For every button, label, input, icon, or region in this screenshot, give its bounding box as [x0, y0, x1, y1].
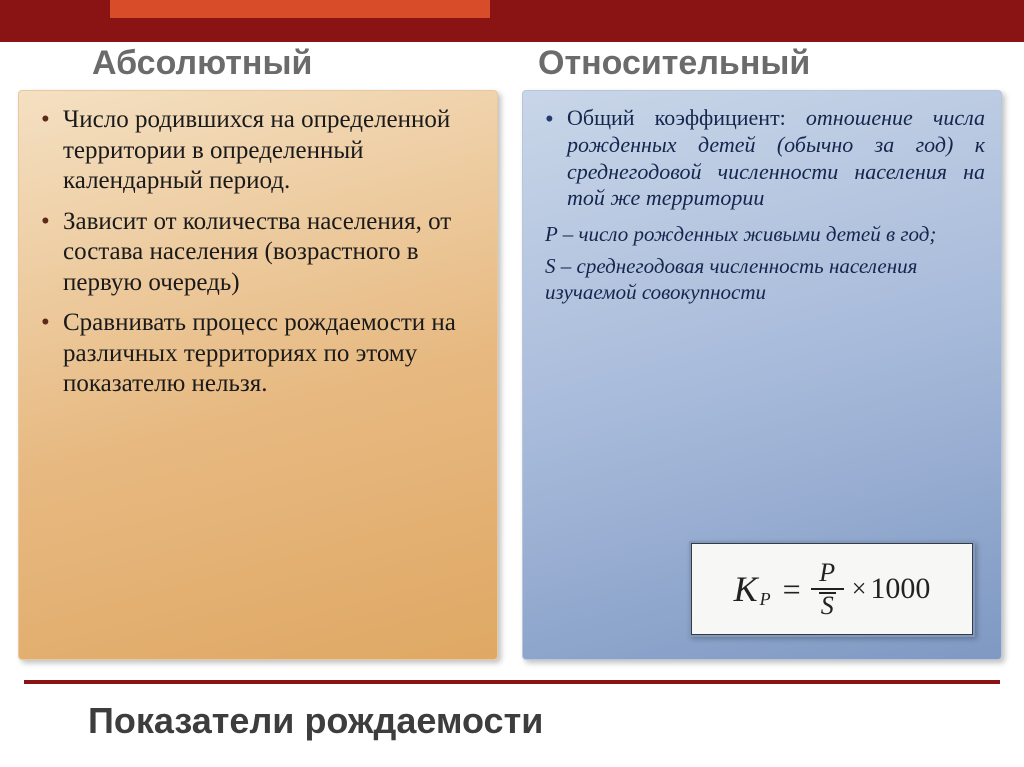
formula-box: KP = P S × 1000 — [689, 541, 975, 637]
multiply-sign: × — [852, 574, 867, 604]
list-item: Сравнивать процесс рождаемости на различ… — [35, 308, 481, 400]
panel-relative: Общий коэффициент: отношение числа рожде… — [522, 90, 1002, 660]
denominator: S — [811, 592, 844, 619]
equals-sign: = — [783, 571, 801, 608]
slide-title: Показатели рождаемости — [88, 700, 543, 742]
panel-absolute: Число родившихся на определенной террито… — [18, 90, 498, 660]
formula-symbol: K — [734, 568, 758, 610]
bullet-lead: Общий коэффициент: — [567, 105, 806, 130]
numerator: P — [811, 560, 843, 586]
list-item: Число родившихся на определенной террито… — [35, 105, 481, 197]
formula-multiplier: 1000 — [870, 572, 930, 606]
header-accent — [110, 0, 490, 18]
variable-definitions: P – число рожденных живыми детей в год; … — [539, 222, 985, 305]
list-item: Общий коэффициент: отношение числа рожде… — [539, 105, 985, 212]
fraction-bar — [811, 588, 844, 590]
fraction: P S — [811, 560, 844, 619]
divider — [24, 680, 1000, 684]
formula-subscript: P — [760, 589, 771, 610]
heading-absolute: Абсолютный — [92, 44, 312, 83]
relative-bullet-list: Общий коэффициент: отношение числа рожде… — [539, 105, 985, 212]
definition-p: P – число рожденных живыми детей в год; — [545, 222, 985, 248]
heading-relative: Относительный — [538, 44, 810, 83]
list-item: Зависит от количества населения, от сост… — [35, 207, 481, 299]
absolute-bullet-list: Число родившихся на определенной террито… — [35, 105, 481, 400]
definition-s: S – среднегодовая численность населения … — [545, 254, 985, 305]
